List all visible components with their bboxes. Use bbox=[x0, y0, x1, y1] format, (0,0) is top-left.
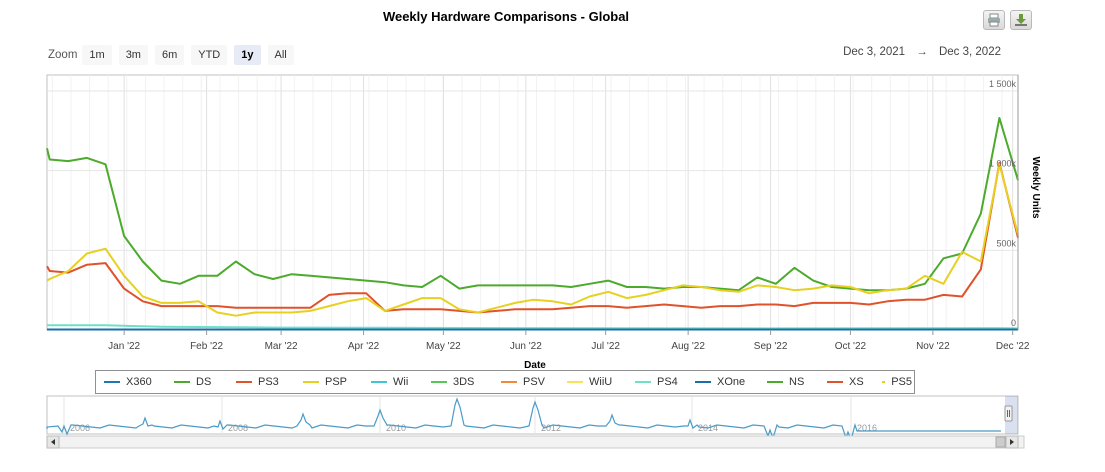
legend-label: NS bbox=[789, 376, 805, 388]
y-tick-label: 0 bbox=[1011, 318, 1016, 328]
arrow-left-icon bbox=[51, 439, 55, 445]
x-tick-label: Sep '22 bbox=[754, 341, 788, 352]
legend-swatch bbox=[174, 381, 190, 383]
legend-item-psv[interactable]: PSV bbox=[501, 376, 567, 388]
legend-label: PSP bbox=[325, 376, 348, 388]
legend-swatch bbox=[501, 381, 517, 383]
series-line-ps5 bbox=[46, 163, 1019, 317]
legend-swatch bbox=[695, 381, 711, 383]
chart-title: Weekly Hardware Comparisons - Global bbox=[382, 9, 630, 24]
zoom-1m-button[interactable]: 1m bbox=[82, 45, 112, 65]
x-tick-label: Oct '22 bbox=[835, 341, 867, 352]
series-line-xs bbox=[46, 161, 1019, 314]
legend-label: PS5 bbox=[891, 376, 912, 388]
y-axis-title: Weekly Units bbox=[1030, 156, 1041, 218]
plot-area bbox=[46, 74, 1019, 331]
legend-swatch bbox=[431, 381, 447, 383]
legend-swatch bbox=[635, 381, 651, 383]
legend-swatch bbox=[236, 381, 252, 383]
legend-item-3ds[interactable]: 3DS bbox=[431, 376, 501, 388]
zoom-3m-button[interactable]: 3m bbox=[118, 45, 148, 65]
x-tick-label: Nov '22 bbox=[916, 341, 950, 352]
legend-item-psp[interactable]: PSP bbox=[303, 376, 371, 388]
navigator-tick-label: 2016 bbox=[857, 423, 877, 433]
navigator-handle bbox=[1004, 405, 1013, 422]
legend-swatch bbox=[303, 381, 319, 383]
legend-label: WiiU bbox=[589, 376, 613, 388]
x-tick-label: Jul '22 bbox=[591, 341, 620, 352]
navigator-tick-label: 2010 bbox=[386, 423, 406, 433]
legend-label: PS4 bbox=[657, 376, 678, 388]
legend-label: Wii bbox=[393, 376, 409, 388]
legend-item-xone[interactable]: XOne bbox=[695, 376, 767, 388]
legend-item-wiiu[interactable]: WiiU bbox=[567, 376, 635, 388]
arrow-right-icon bbox=[1010, 439, 1014, 445]
print-button[interactable] bbox=[983, 10, 1005, 30]
download-icon bbox=[1015, 14, 1027, 26]
legend-item-xs[interactable]: XS bbox=[827, 376, 882, 388]
x-axis-title: Date bbox=[524, 360, 546, 371]
legend-swatch bbox=[882, 381, 886, 383]
navigator-tick-label: 2006 bbox=[70, 423, 90, 433]
zoom-label: Zoom bbox=[48, 49, 78, 61]
range-to-input[interactable]: Dec 3, 2022 bbox=[938, 46, 1001, 58]
legend-item-ns[interactable]: NS bbox=[767, 376, 827, 388]
x-tick-label: Dec '22 bbox=[996, 341, 1030, 352]
zoom-6m-button[interactable]: 6m bbox=[154, 45, 185, 65]
legend-label: XOne bbox=[717, 376, 746, 388]
legend-item-wii[interactable]: Wii bbox=[371, 376, 431, 388]
navigator-tick-label: 2008 bbox=[228, 423, 248, 433]
date-range: Dec 3, 2021 → Dec 3, 2022 bbox=[839, 46, 1005, 58]
legend-swatch bbox=[767, 381, 783, 383]
chart-legend: X360 DS PS3 PSP Wii 3DS PSV WiiU PS4 XOne NS XS PS5 bbox=[95, 370, 915, 394]
x-tick-label: Feb '22 bbox=[190, 341, 223, 352]
legend-label: PSV bbox=[523, 376, 546, 388]
navigator-series bbox=[46, 397, 1001, 442]
x-tick-label: Aug '22 bbox=[671, 341, 705, 352]
zoom-selector: Zoom 1m 3m 6m YTD 1y All bbox=[48, 44, 301, 66]
legend-swatch bbox=[567, 381, 583, 383]
zoom-all-button[interactable]: All bbox=[267, 45, 294, 65]
legend-label: X360 bbox=[126, 376, 152, 388]
legend-item-ps5[interactable]: PS5 bbox=[882, 376, 912, 388]
series-line-ps4 bbox=[47, 324, 1019, 330]
legend-swatch bbox=[371, 381, 387, 383]
printer-icon bbox=[988, 13, 1000, 27]
x-tick-label: Jun '22 bbox=[510, 341, 542, 352]
legend-label: PS3 bbox=[258, 376, 279, 388]
scrollbar-thumb bbox=[995, 436, 1006, 448]
legend-item-x360[interactable]: X360 bbox=[104, 376, 174, 388]
x-tick-label: Apr '22 bbox=[348, 341, 380, 352]
scrollbar-track bbox=[46, 435, 1025, 449]
legend-label: DS bbox=[196, 376, 212, 388]
legend-item-ps4[interactable]: PS4 bbox=[635, 376, 695, 388]
navigator-tick-label: 2012 bbox=[541, 423, 561, 433]
range-arrow: → bbox=[916, 46, 928, 58]
legend-label: 3DS bbox=[453, 376, 475, 388]
y-tick-label: 1 500k bbox=[989, 79, 1017, 89]
x-tick-label: Mar '22 bbox=[265, 341, 298, 352]
zoom-ytd-button[interactable]: YTD bbox=[191, 45, 228, 65]
legend-swatch bbox=[104, 381, 120, 383]
legend-label: XS bbox=[849, 376, 864, 388]
legend-item-ds[interactable]: DS bbox=[174, 376, 236, 388]
download-button[interactable] bbox=[1010, 10, 1032, 30]
zoom-1y-button[interactable]: 1y bbox=[234, 45, 261, 65]
legend-item-ps3[interactable]: PS3 bbox=[236, 376, 303, 388]
legend-swatch bbox=[827, 381, 843, 383]
range-from-input[interactable]: Dec 3, 2021 bbox=[843, 46, 906, 58]
x-tick-label: Jan '22 bbox=[108, 341, 140, 352]
y-tick-label: 1 000k bbox=[989, 159, 1017, 169]
y-tick-label: 500k bbox=[996, 238, 1016, 248]
x-tick-label: May '22 bbox=[426, 341, 461, 352]
